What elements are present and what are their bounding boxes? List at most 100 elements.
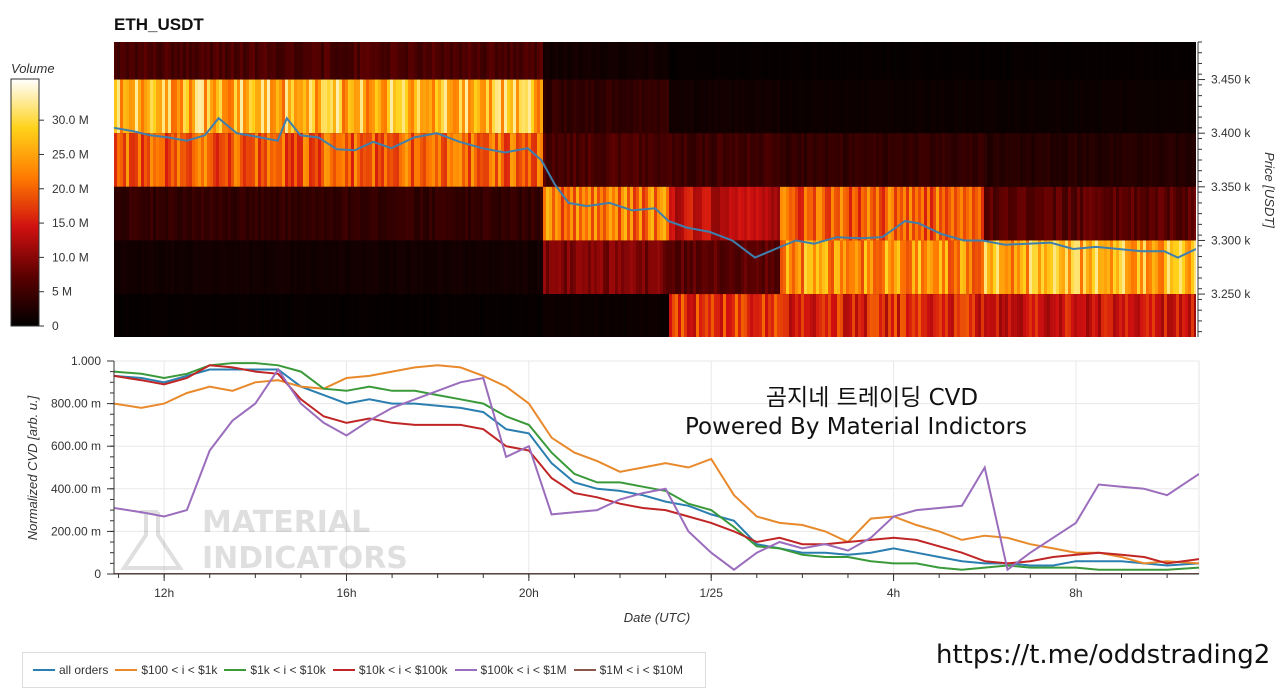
heatmap-cell [690, 133, 694, 187]
legend-item[interactable]: $100 < i < $1k [115, 663, 217, 677]
heatmap-cell [864, 133, 868, 187]
heatmap-cell [165, 42, 169, 80]
footer-link[interactable]: https://t.me/oddstrading2 [936, 640, 1271, 670]
heatmap-cell [486, 133, 490, 187]
heatmap-cell [681, 186, 685, 241]
heatmap-cell [930, 42, 934, 80]
heatmap-cell [669, 133, 673, 187]
heatmap-cell [354, 79, 358, 134]
heatmap-cell [678, 240, 682, 295]
heatmap-cell [474, 42, 478, 80]
heatmap-cell [513, 133, 517, 187]
heatmap-cell [432, 133, 436, 187]
heatmap-cell [435, 240, 439, 295]
heatmap-cell [180, 240, 184, 295]
heatmap-cell [336, 186, 340, 241]
heatmap-cell [243, 240, 247, 295]
heatmap-cell [969, 186, 973, 241]
heatmap-cell [1158, 133, 1162, 187]
heatmap-cell [405, 240, 409, 295]
heatmap-cell [903, 79, 907, 134]
heatmap-cell [402, 294, 406, 337]
heatmap-cell [858, 133, 862, 187]
heatmap-cell [1176, 133, 1180, 187]
legend-item[interactable]: $1M < i < $10M [573, 663, 683, 677]
heatmap-cell [234, 186, 238, 241]
heatmap-cell [276, 42, 280, 80]
heatmap-cell [699, 79, 703, 134]
heatmap-cell [546, 240, 550, 295]
heatmap-cell [609, 186, 613, 241]
heatmap-cell [930, 294, 934, 337]
heatmap-cell [417, 186, 421, 241]
heatmap-cell [123, 186, 127, 241]
heatmap-cell [567, 42, 571, 80]
heatmap-cell [420, 294, 424, 337]
heatmap-cell [1089, 42, 1093, 80]
heatmap-cell [252, 133, 256, 187]
heatmap-cell [603, 133, 607, 187]
heatmap-cell [201, 240, 205, 295]
heatmap-cell [858, 42, 862, 80]
heatmap-cell [711, 133, 715, 187]
heatmap-cell [453, 133, 457, 187]
heatmap-cell [447, 133, 451, 187]
heatmap-cell [918, 240, 922, 295]
heatmap-cell [1122, 294, 1126, 337]
heatmap-cell [480, 186, 484, 241]
heatmap-cell [558, 42, 562, 80]
heatmap-cell [978, 186, 982, 241]
heatmap-cell [486, 294, 490, 337]
heatmap-cell [336, 240, 340, 295]
heatmap-cell [1170, 294, 1174, 337]
heatmap-cell [807, 186, 811, 241]
heatmap-cell [1080, 79, 1084, 134]
legend-item[interactable]: all orders [33, 663, 108, 677]
heatmap-cell [279, 133, 283, 187]
heatmap-cell [597, 42, 601, 80]
legend-item[interactable]: $10k < i < $100k [332, 663, 448, 677]
heatmap-cell [1170, 186, 1174, 241]
heatmap-cell [885, 42, 889, 80]
heatmap-cell [633, 186, 637, 241]
heatmap-cell [831, 240, 835, 295]
heatmap-cell [921, 294, 925, 337]
colorbar-tick-label: 20.0 M [52, 182, 89, 196]
heatmap-cell [972, 294, 976, 337]
heatmap-cell [966, 42, 970, 80]
heatmap-cell [189, 42, 193, 80]
heatmap-cell [306, 294, 310, 337]
heatmap-cell [906, 186, 910, 241]
heatmap-cell [303, 240, 307, 295]
heatmap-cell [576, 79, 580, 134]
legend-items: all orders $100 < i < $1k $1k < i < $10k $1… [23, 653, 705, 687]
heatmap-cell [585, 133, 589, 187]
heatmap-cell [657, 240, 661, 295]
heatmap-cell [369, 42, 373, 80]
heatmap-cell [183, 186, 187, 241]
heatmap-cell [291, 42, 295, 80]
heatmap-cell [198, 294, 202, 337]
heatmap-cell [942, 42, 946, 80]
legend-item[interactable]: $100k < i < $1M [454, 663, 567, 677]
cvd-x-tick-label: 16h [336, 586, 356, 600]
heatmap-cell [723, 79, 727, 134]
heatmap-cell [1140, 79, 1144, 134]
heatmap-cell [396, 133, 400, 187]
heatmap-cell [1110, 133, 1114, 187]
heatmap-cell [1077, 79, 1081, 134]
heatmap-cell [1008, 42, 1012, 80]
legend-item[interactable]: $1k < i < $10k [224, 663, 326, 677]
heatmap-cell [375, 294, 379, 337]
heatmap-cell [765, 186, 769, 241]
heatmap-cell [147, 294, 151, 337]
heatmap-cell [132, 133, 136, 187]
heatmap-cell [834, 240, 838, 295]
heatmap-cell [645, 186, 649, 241]
heatmap-cell [378, 42, 382, 80]
heatmap-cell [378, 186, 382, 241]
heatmap-cell [774, 79, 778, 134]
heatmap-cell [237, 79, 241, 134]
heatmap-cell [993, 42, 997, 80]
heatmap-cell [363, 294, 367, 337]
